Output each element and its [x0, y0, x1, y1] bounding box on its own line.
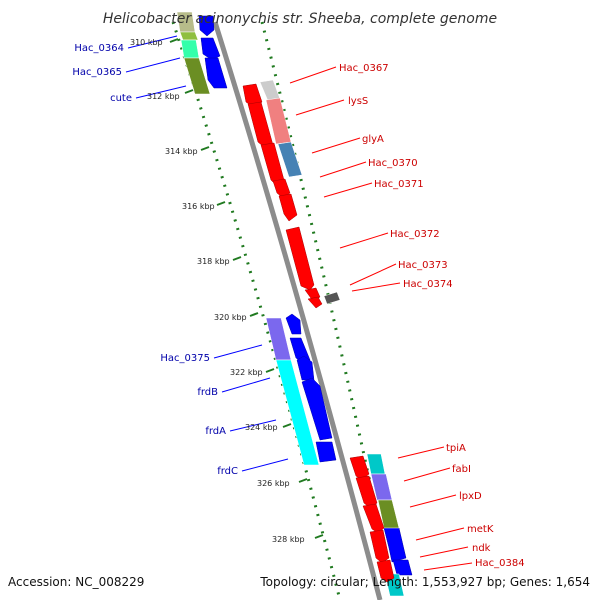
leader-line: [289, 66, 337, 84]
gene-label: lpxD: [459, 491, 482, 502]
cog-block: [277, 141, 303, 178]
gene-arrow: [392, 559, 413, 576]
leader-line: [295, 99, 345, 116]
cog-block: [377, 499, 400, 529]
scale-label: 316 kbp: [182, 202, 215, 211]
scale-label: 318 kbp: [197, 257, 230, 266]
gene-arrow: [204, 57, 228, 89]
leader-line: [349, 263, 397, 286]
gene-label: Hac_0371: [374, 179, 424, 190]
forward-gene-arrows: [242, 83, 395, 583]
gene-label: fabI: [452, 464, 471, 475]
scale-label: 326 kbp: [257, 479, 290, 488]
gene-arrow: [315, 441, 337, 463]
major-tick: [282, 423, 292, 428]
major-tick: [216, 201, 226, 206]
gene-arrow: [301, 377, 333, 441]
gene-arrow: [285, 313, 302, 335]
gene-label: frdA: [205, 426, 226, 437]
gene-arrow: [278, 193, 298, 222]
gene-arrow: [200, 37, 221, 61]
gene-label: Hac_0372: [390, 229, 440, 240]
cog-block: [366, 453, 386, 475]
forward-gene-labels: Hac_0367 lysS glyA Hac_0370 Hac_0371 Hac…: [339, 63, 525, 569]
scale-label: 312 kbp: [147, 92, 180, 101]
leader-line: [339, 232, 389, 249]
major-tick: [265, 368, 275, 373]
gene-label: ndk: [472, 543, 491, 554]
leader-line: [319, 161, 367, 178]
leader-line: [351, 282, 401, 292]
cog-block: [275, 359, 320, 466]
forward-leader-lines: [289, 66, 473, 571]
gene-arrow: [307, 296, 323, 309]
cog-block: [180, 39, 200, 59]
gene-arrow: [198, 15, 215, 37]
gene-label: glyA: [362, 134, 384, 145]
leader-line: [419, 546, 469, 558]
gene-label: lysS: [348, 96, 368, 107]
leader-line: [397, 446, 445, 459]
gene-label: Hac_0370: [368, 158, 418, 169]
major-tick: [169, 38, 179, 43]
leader-line: [415, 527, 465, 541]
leader-line: [229, 419, 277, 432]
major-tick: [298, 478, 308, 483]
cog-block: [179, 31, 199, 41]
cog-block: [323, 291, 341, 305]
leader-line: [409, 494, 457, 508]
scale-major-ticks: [169, 38, 324, 539]
gene-label: frdC: [217, 466, 238, 477]
topology-text: Topology: circular; Length: 1,553,927 bp…: [259, 575, 590, 589]
reverse-gene-labels: Hac_0364 Hac_0365 cute Hac_0375 frdB frd…: [72, 43, 238, 477]
scale-label: 324 kbp: [245, 423, 278, 432]
leader-line: [127, 35, 178, 49]
leader-line: [323, 182, 373, 198]
gene-arrow: [296, 355, 315, 381]
gene-label: Hac_0384: [475, 558, 525, 569]
leader-line: [135, 85, 187, 99]
reverse-leader-lines: [125, 35, 289, 472]
map-title: Helicobacter acinonychis str. Sheeba, co…: [103, 11, 497, 27]
gene-label: Hac_0367: [339, 63, 389, 74]
reverse-cog-track: [176, 11, 320, 466]
leader-line: [241, 458, 289, 472]
major-tick: [232, 256, 242, 261]
accession-text: Accession: NC_008229: [8, 575, 144, 589]
leader-line: [423, 562, 473, 571]
scale-labels: 310 kbp 312 kbp 314 kbp 316 kbp 318 kbp …: [130, 38, 305, 544]
major-tick: [200, 146, 210, 151]
scale-label: 310 kbp: [130, 38, 163, 47]
scale-label: 328 kbp: [272, 535, 305, 544]
leader-line: [403, 467, 451, 482]
gene-label: tpiA: [446, 443, 466, 454]
gene-label: Hac_0374: [403, 279, 453, 290]
scale-label: 314 kbp: [165, 147, 198, 156]
gene-label: cute: [110, 93, 132, 104]
gene-arrow: [376, 559, 395, 583]
leader-line: [311, 137, 361, 154]
gene-label: metK: [467, 524, 494, 535]
cog-block: [265, 317, 292, 361]
scale-label: 322 kbp: [230, 368, 263, 377]
leader-line: [221, 377, 271, 393]
major-tick: [314, 534, 324, 539]
gene-label: Hac_0373: [398, 260, 448, 271]
major-tick: [249, 312, 259, 317]
leader-line: [125, 57, 181, 73]
forward-cog-track: [259, 79, 405, 597]
reverse-gene-arrows: [198, 15, 413, 576]
cog-block: [183, 57, 211, 95]
gene-label: Hac_0364: [74, 43, 124, 54]
genome-backbone: [212, 21, 383, 600]
gene-label: Hac_0365: [72, 67, 122, 78]
major-tick: [184, 89, 194, 94]
gene-label: frdB: [197, 387, 218, 398]
gene-arrow: [285, 226, 315, 291]
gene-label: Hac_0375: [160, 353, 210, 364]
scale-label: 320 kbp: [214, 313, 247, 322]
leader-line: [213, 344, 263, 359]
